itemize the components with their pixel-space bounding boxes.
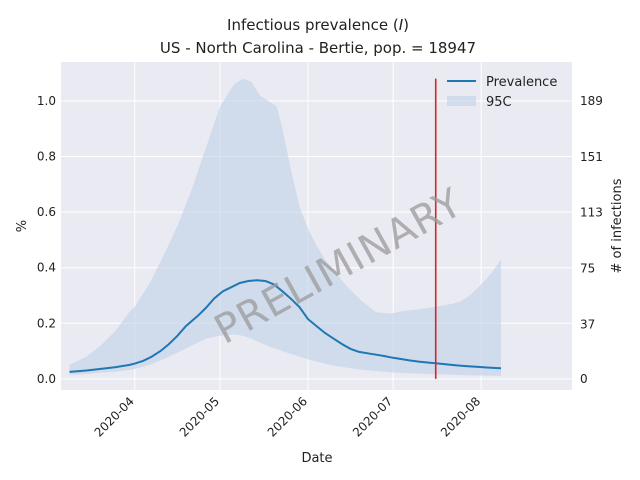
chart-title-end: ) (403, 16, 409, 34)
x-tick-label: 2020-04 (92, 394, 137, 439)
y-right-tick-label: 75 (580, 262, 595, 276)
y-right-tick-label: 0 (580, 372, 588, 386)
y-right-tick-label: 37 (580, 317, 595, 331)
chart-title-variable: I (399, 16, 404, 34)
x-tick-label: 2020-07 (350, 394, 395, 439)
y-right-tick-label: 189 (580, 94, 603, 108)
legend-band-label: 95C (486, 95, 512, 110)
y-tick-label: 0.0 (37, 372, 56, 386)
y-axis-right-ticks: 0 37 75 113 151 189 (580, 94, 603, 386)
legend-band-swatch (447, 96, 476, 106)
legend: Prevalence 95C (447, 75, 557, 110)
chart-subtitle: US - North Carolina - Bertie, pop. = 189… (160, 39, 476, 57)
x-tick-label: 2020-08 (438, 394, 483, 439)
confidence-band (69, 78, 501, 376)
x-tick-label: 2020-05 (177, 394, 222, 439)
y-axis-right-label: # of infections (610, 178, 625, 273)
y-tick-label: 0.8 (37, 150, 56, 164)
y-tick-label: 0.2 (37, 316, 56, 330)
y-tick-label: 0.4 (37, 261, 56, 275)
x-axis-label: Date (301, 451, 332, 466)
y-right-tick-label: 113 (580, 206, 603, 220)
y-right-tick-label: 151 (580, 150, 603, 164)
chart-title: Infectious prevalence (I) (227, 16, 409, 34)
y-axis-ticks: 0.0 0.2 0.4 0.6 0.8 1.0 (37, 94, 56, 386)
x-axis-ticks: 2020-04 2020-05 2020-06 2020-07 2020-08 (92, 394, 484, 439)
y-tick-label: 0.6 (37, 205, 56, 219)
y-axis-label: % (15, 220, 30, 232)
chart-title-text: Infectious prevalence ( (227, 16, 399, 34)
legend-prevalence-label: Prevalence (486, 75, 557, 90)
x-tick-label: 2020-06 (265, 394, 310, 439)
y-tick-label: 1.0 (37, 94, 56, 108)
